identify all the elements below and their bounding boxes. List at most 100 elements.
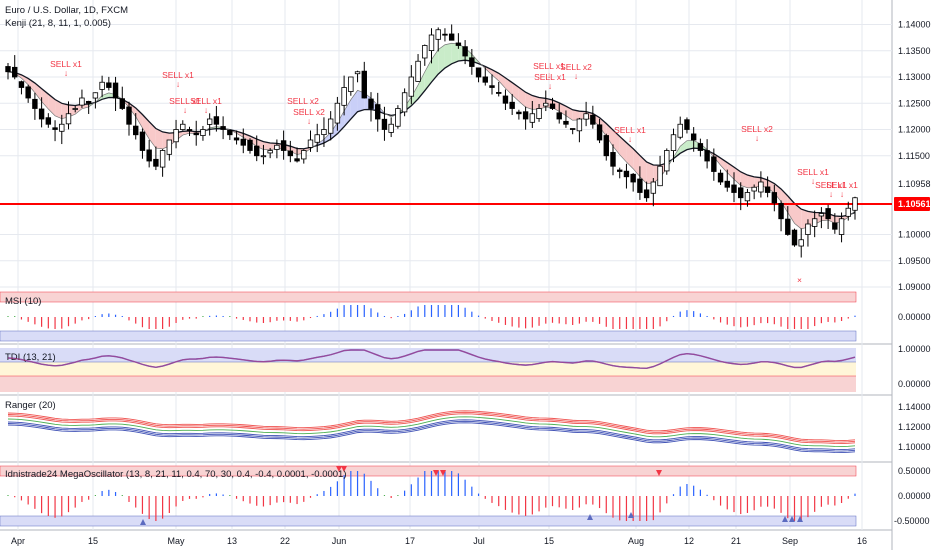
ribbon-segment	[734, 167, 741, 186]
msi-label: MSI (10)	[5, 296, 41, 307]
candle	[758, 171, 764, 198]
candle	[677, 116, 683, 140]
candle	[832, 213, 838, 234]
candle	[610, 144, 616, 176]
candle	[852, 196, 858, 220]
x-tick-label: Jul	[473, 536, 485, 546]
ranger-tick-1: 1.14000	[898, 402, 931, 412]
mega-up-marker	[140, 519, 146, 525]
mega-down-marker	[433, 470, 439, 476]
candle	[509, 93, 515, 115]
candle	[482, 67, 488, 86]
mega-label: Idnistrade24 MegaOscillator (13, 8, 21, …	[5, 469, 347, 480]
candle	[146, 139, 152, 168]
candle	[435, 27, 441, 52]
candle	[247, 138, 253, 154]
mega-up-marker	[628, 512, 634, 518]
current-price-tag: 1.10561	[894, 197, 931, 211]
candle	[529, 100, 536, 128]
candle	[738, 182, 744, 211]
sell-signal-label: SELL x1	[534, 72, 566, 82]
sell-arrow-icon: ↓	[574, 71, 578, 81]
ribbon-segment	[794, 203, 802, 229]
ribbon-segment	[431, 49, 439, 83]
mega-up-marker	[587, 514, 593, 520]
sell-signal-label: SELL x1	[533, 61, 565, 71]
candle	[381, 106, 388, 141]
sell-arrow-icon: ↓	[829, 189, 833, 199]
mega-down-marker	[440, 470, 446, 476]
x-tick-label: Aug	[628, 536, 644, 546]
ribbon-segment	[572, 109, 580, 121]
sell-signal-label: SELL x1	[162, 70, 194, 80]
candle	[401, 88, 408, 117]
candle	[213, 105, 220, 132]
candle	[321, 117, 327, 147]
candle	[469, 48, 475, 75]
ribbon-segment	[236, 131, 244, 138]
candle	[838, 212, 845, 243]
candle	[549, 97, 556, 111]
candle	[52, 120, 58, 142]
candle	[220, 116, 226, 140]
mega-up-marker	[797, 516, 803, 522]
x-tick-label: 15	[88, 536, 98, 546]
candle	[522, 106, 529, 130]
candle	[180, 120, 186, 131]
candle	[811, 210, 818, 238]
candle	[643, 181, 650, 202]
candle	[455, 33, 462, 49]
sell-signal-label: SELL x1	[169, 96, 201, 106]
candle	[778, 200, 784, 232]
candle	[361, 61, 367, 99]
candle	[267, 147, 273, 159]
ribbon-segment	[149, 121, 156, 149]
sell-arrow-icon: ↓	[811, 176, 815, 186]
mega-tick-3: -0.50000	[894, 516, 930, 526]
candle	[690, 127, 697, 152]
candle	[845, 201, 851, 221]
ranger-band-line	[7, 413, 856, 445]
ribbon-segment	[518, 87, 526, 108]
indicator-label: Kenji (21, 8, 11, 1, 0.005)	[5, 18, 111, 29]
ranger-band-line	[7, 411, 856, 443]
price-tick-label: 1.12500	[898, 98, 931, 108]
candle	[119, 86, 125, 111]
sell-arrow-icon: ↓	[547, 70, 551, 80]
candle	[314, 123, 320, 153]
sell-signal-label: SELL x2	[287, 96, 319, 106]
candle	[354, 70, 361, 83]
candle	[133, 113, 139, 140]
candle	[442, 28, 448, 42]
candle	[85, 100, 92, 114]
candle	[72, 105, 78, 113]
candle	[569, 128, 576, 135]
candle	[92, 92, 99, 109]
candle	[818, 207, 825, 229]
candle	[650, 177, 657, 207]
sell-signal-label: SELL x1	[190, 96, 222, 106]
candle	[227, 129, 233, 140]
candle	[126, 101, 132, 136]
ribbon-segment	[740, 171, 748, 188]
candle	[106, 76, 112, 91]
candle	[785, 206, 791, 236]
candle	[233, 130, 240, 145]
candle	[334, 96, 341, 131]
candle	[18, 80, 25, 95]
sell-arrow-icon: ↓	[840, 189, 844, 199]
candle	[112, 76, 119, 112]
price-tick-label: 1.10958	[898, 179, 931, 189]
candle	[139, 128, 146, 159]
sell-arrow-icon: ↓	[64, 68, 68, 78]
candle	[327, 111, 334, 141]
sell-signal-label: SELL x1	[797, 167, 829, 177]
candle	[751, 184, 757, 200]
mega-down-marker	[341, 466, 347, 472]
ranger-band-line	[7, 422, 856, 454]
candle	[287, 140, 294, 163]
ribbon-segment	[129, 103, 136, 117]
candle	[637, 166, 643, 200]
ribbon-segment	[438, 44, 445, 75]
